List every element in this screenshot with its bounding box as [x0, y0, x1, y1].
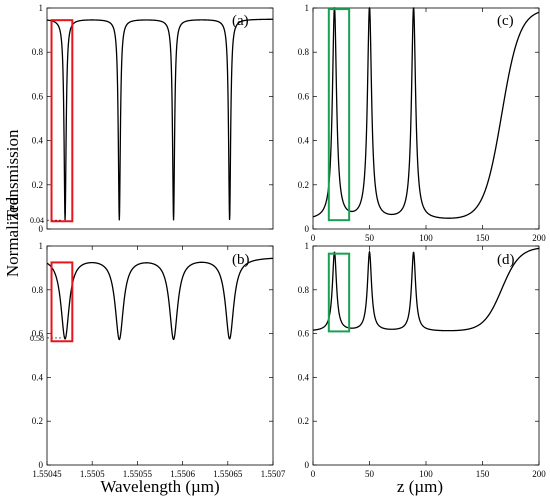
- x-tick-label: 1.5506: [170, 469, 195, 479]
- y-tick-label: 1: [305, 241, 310, 251]
- x-tick-label: 150: [476, 469, 490, 479]
- chart-panel: 0 0.2 0.4 0.6 0.8 1 0.04 (a): [30, 3, 274, 234]
- y-tick-label: 0.6: [32, 91, 44, 101]
- y-axis-label-transmission: Transmission: [3, 129, 22, 221]
- x-axis-label-z: z (µm): [397, 477, 443, 496]
- data-series-line: [46, 257, 274, 341]
- highlight-box: [327, 8, 351, 222]
- data-series-line: [312, 247, 540, 332]
- x-tick-label: 1.55045: [32, 469, 62, 479]
- panel-label: (a): [232, 13, 249, 29]
- x-tick-label: 100: [419, 233, 433, 243]
- y-tick-label: 0.8: [32, 47, 44, 57]
- chart-panel: 0 0.2 0.4 0.6 0.8 1 0 50 100 150 200 (c): [298, 3, 547, 243]
- y-tick-label: 0.2: [298, 416, 309, 426]
- data-series-line: [46, 18, 273, 221]
- x-tick-label: 200: [532, 233, 546, 243]
- x-tick-label: 0: [311, 469, 316, 479]
- extra-y-tick-label: 0.04: [30, 216, 44, 225]
- y-tick-label: 0.4: [32, 136, 44, 146]
- x-tick-label: 200: [532, 469, 546, 479]
- y-tick-label: 0.4: [32, 372, 44, 382]
- y-tick-label: 1: [305, 3, 310, 13]
- highlight-box: [50, 261, 74, 343]
- x-tick-label: 50: [365, 233, 375, 243]
- plot-frame: [312, 7, 540, 230]
- y-tick-label: 0.6: [298, 329, 310, 339]
- y-tick-label: 1: [39, 241, 44, 251]
- y-axis-label-normalized: Normalized: [3, 196, 22, 277]
- x-tick-label: 50: [365, 469, 375, 479]
- panel-label: (d): [497, 252, 515, 268]
- x-tick-label: 0: [311, 233, 316, 243]
- y-tick-label: 0.4: [298, 372, 310, 382]
- y-tick-label: 0.8: [32, 285, 44, 295]
- x-tick-label: 1.55065: [213, 469, 243, 479]
- x-tick-label: 100: [419, 469, 433, 479]
- y-tick-label: 0.6: [32, 329, 44, 339]
- plot-frame: [46, 245, 274, 466]
- x-tick-label: 1.5505: [80, 469, 105, 479]
- y-tick-label: 0.6: [298, 91, 310, 101]
- y-tick-label: 0.2: [32, 416, 43, 426]
- y-tick-label: 0: [39, 460, 44, 470]
- data-series-line: [312, 6, 540, 219]
- y-tick-label: 1: [39, 3, 44, 13]
- extra-y-tick-label: 0.58: [30, 334, 44, 343]
- y-tick-label: 0.8: [298, 285, 310, 295]
- y-tick-label: 0.8: [298, 47, 310, 57]
- plot-frame: [312, 245, 540, 466]
- x-tick-label: 1.55055: [123, 469, 153, 479]
- y-tick-label: 0: [305, 224, 310, 234]
- y-tick-label: 0: [305, 460, 310, 470]
- chart-panel: 0 0.2 0.4 0.6 0.8 1 0.58 1.55045 1.5505 1.55055 1.…: [30, 241, 286, 479]
- plot-frame: [46, 7, 274, 230]
- chart-panels: 0 0.2 0.4 0.6 0.8 1 0.04 (a) 0 0.2 0.4 0.6 0.8 1 0.58 1…: [30, 3, 546, 479]
- y-tick-label: 0: [39, 224, 44, 234]
- x-tick-label: 150: [476, 233, 490, 243]
- x-axis-label-wavelength: Wavelength (µm): [100, 477, 219, 496]
- y-tick-label: 0.2: [32, 180, 43, 190]
- y-tick-label: 0.2: [298, 180, 309, 190]
- y-tick-label: 0.4: [298, 136, 310, 146]
- highlight-box: [327, 252, 351, 333]
- x-tick-label: 1.5507: [261, 469, 286, 479]
- panel-label: (b): [232, 252, 250, 268]
- highlight-box: [50, 19, 74, 223]
- panel-label: (c): [497, 13, 514, 29]
- chart-panel: 0 0.2 0.4 0.6 0.8 1 0 50 100 150 200 (d): [298, 241, 547, 479]
